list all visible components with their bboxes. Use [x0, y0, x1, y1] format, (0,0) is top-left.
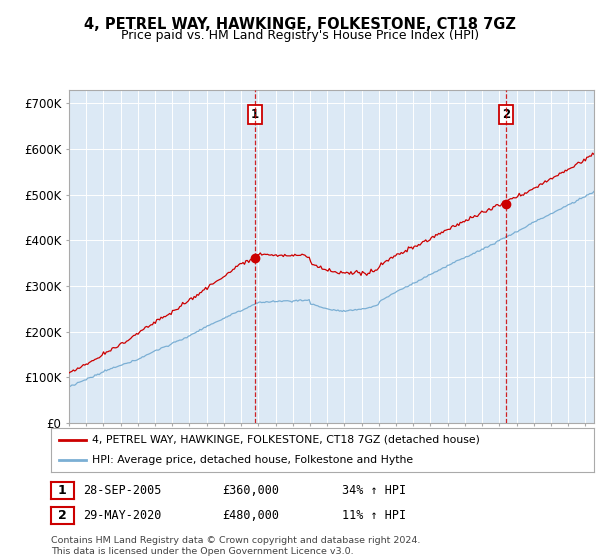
Text: 4, PETREL WAY, HAWKINGE, FOLKESTONE, CT18 7GZ (detached house): 4, PETREL WAY, HAWKINGE, FOLKESTONE, CT1…: [92, 435, 479, 445]
Text: HPI: Average price, detached house, Folkestone and Hythe: HPI: Average price, detached house, Folk…: [92, 455, 413, 465]
Text: Price paid vs. HM Land Registry's House Price Index (HPI): Price paid vs. HM Land Registry's House …: [121, 29, 479, 42]
Text: £480,000: £480,000: [222, 508, 279, 522]
Text: 11% ↑ HPI: 11% ↑ HPI: [342, 508, 406, 522]
Text: 2: 2: [58, 508, 67, 522]
Text: 29-MAY-2020: 29-MAY-2020: [83, 508, 161, 522]
Text: 2: 2: [502, 108, 511, 121]
Text: £360,000: £360,000: [222, 484, 279, 497]
Text: 1: 1: [250, 108, 259, 121]
Text: 34% ↑ HPI: 34% ↑ HPI: [342, 484, 406, 497]
Text: 4, PETREL WAY, HAWKINGE, FOLKESTONE, CT18 7GZ: 4, PETREL WAY, HAWKINGE, FOLKESTONE, CT1…: [84, 17, 516, 32]
Text: 1: 1: [58, 484, 67, 497]
Text: 28-SEP-2005: 28-SEP-2005: [83, 484, 161, 497]
Text: Contains HM Land Registry data © Crown copyright and database right 2024.
This d: Contains HM Land Registry data © Crown c…: [51, 536, 421, 556]
